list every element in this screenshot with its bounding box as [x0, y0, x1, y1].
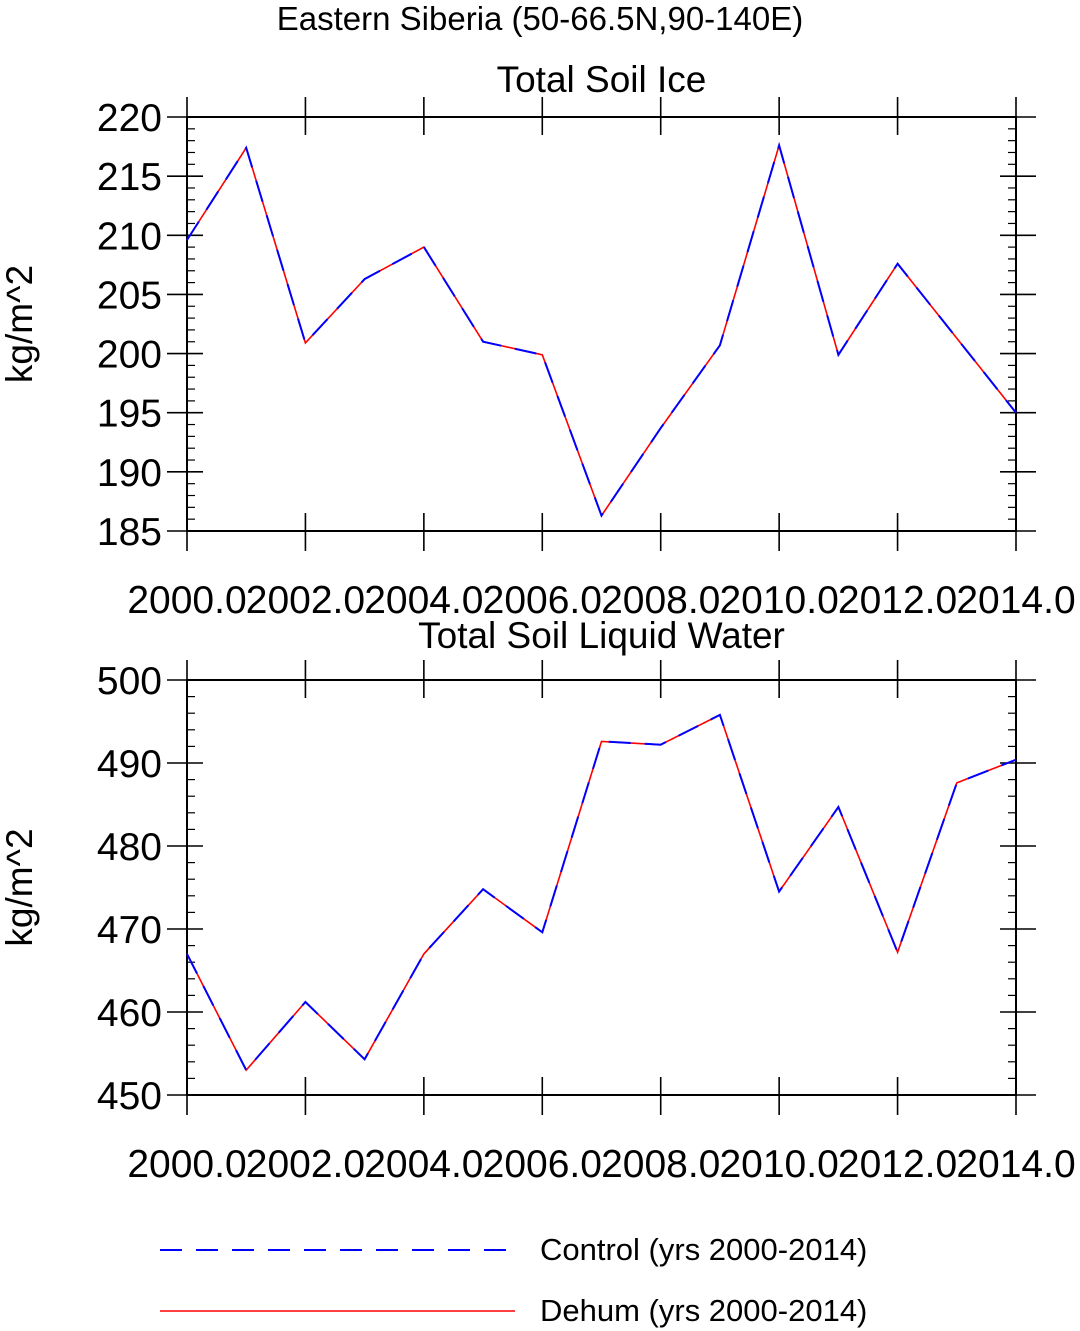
panel-total-soil-liquid-water: Total Soil Liquid Water kg/m^2 450 460 470 48…	[0, 615, 1076, 1186]
y-tick-label: 215	[97, 156, 162, 199]
y-tick-label: 450	[97, 1075, 162, 1118]
x-tick-label: 2010.0	[719, 579, 838, 622]
series-line-control	[186, 713, 1017, 1072]
y-tick-label: 200	[97, 334, 162, 377]
y-tick-label: 500	[97, 660, 162, 703]
x-tick-label: 2012.0	[838, 579, 957, 622]
series-line-control	[186, 141, 1017, 518]
x-tick-label: 2002.0	[246, 579, 365, 622]
y-tick-label: 190	[97, 452, 162, 495]
x-tick-label: 2002.0	[246, 1143, 365, 1186]
plot-frame	[186, 116, 1017, 532]
y-tick-label: 470	[97, 909, 162, 952]
legend-label-dehum: Dehum (yrs 2000-2014)	[540, 1293, 867, 1328]
y-tick-label: 480	[97, 826, 162, 869]
y-axis-label: kg/m^2	[0, 265, 40, 383]
chart-title: Total Soil Ice	[497, 59, 707, 100]
x-tick-label: 2014.0	[956, 1143, 1075, 1186]
chart-title: Total Soil Liquid Water	[418, 615, 785, 656]
legend-label-control: Control (yrs 2000-2014)	[540, 1232, 867, 1267]
y-tick-label: 195	[97, 393, 162, 436]
x-tick-label: 2000.0	[127, 1143, 246, 1186]
x-tick-label: 2006.0	[483, 579, 602, 622]
x-tick-label: 2004.0	[364, 1143, 483, 1186]
y-tick-label: 220	[97, 97, 162, 140]
x-tick-label: 2006.0	[483, 1143, 602, 1186]
series-line-dehum	[186, 713, 1017, 1072]
x-tick-label: 2004.0	[364, 579, 483, 622]
x-tick-label: 2008.0	[601, 579, 720, 622]
y-tick-label: 210	[97, 215, 162, 258]
y-tick-label: 185	[97, 511, 162, 554]
plot-frame	[186, 679, 1017, 1096]
x-tick-label: 2000.0	[127, 579, 246, 622]
x-tick-label: 2012.0	[838, 1143, 957, 1186]
series-line-dehum	[186, 142, 1017, 518]
legend: Control (yrs 2000-2014) Dehum (yrs 2000-…	[160, 1232, 867, 1328]
x-tick-label: 2014.0	[956, 579, 1075, 622]
y-tick-label: 460	[97, 992, 162, 1035]
x-tick-label: 2010.0	[719, 1143, 838, 1186]
y-axis-label: kg/m^2	[0, 828, 40, 946]
figure-title: Eastern Siberia (50-66.5N,90-140E)	[277, 0, 803, 37]
panel-total-soil-ice: Total Soil Ice kg/m^2 185 190 195 200 205 210 21…	[0, 59, 1076, 622]
x-tick-label: 2008.0	[601, 1143, 720, 1186]
y-tick-label: 205	[97, 274, 162, 317]
y-tick-label: 490	[97, 743, 162, 786]
